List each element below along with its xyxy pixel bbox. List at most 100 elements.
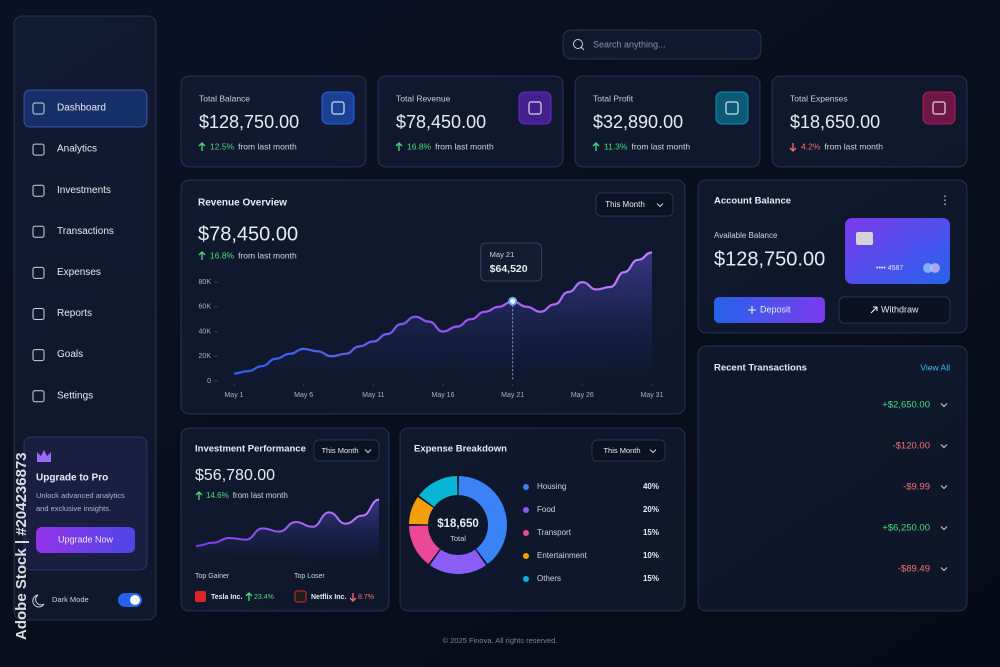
upgrade-button-label: Upgrade Now xyxy=(58,534,114,544)
nav-item[interactable]: Settings xyxy=(57,390,93,401)
tooltip-point xyxy=(508,296,518,306)
withdraw-button[interactable] xyxy=(838,296,951,324)
chevron xyxy=(656,203,664,208)
legend-label: Housing xyxy=(537,482,566,491)
investment-area xyxy=(196,499,379,562)
card-number: •••• 4587 xyxy=(876,265,903,272)
stat-icon-glyph xyxy=(932,101,946,115)
stat-note: from last month xyxy=(435,141,494,151)
stat-icon xyxy=(922,91,956,125)
nav-icon xyxy=(32,308,45,320)
stat-label: Total Balance xyxy=(199,93,250,103)
stat-icon xyxy=(715,91,749,125)
investment-panel xyxy=(180,427,390,612)
arrow-up xyxy=(195,491,203,500)
chevron xyxy=(649,449,657,454)
stat-value: $78,450.00 xyxy=(396,112,486,132)
netflix-logo xyxy=(294,590,307,603)
search-icon xyxy=(573,39,583,49)
stat-icon-glyph xyxy=(725,101,739,115)
x-tick-label: May 31 xyxy=(641,392,664,399)
transaction-amount: +$6,250.00 xyxy=(882,523,930,534)
nav-item[interactable]: Expenses xyxy=(57,267,101,278)
search-placeholder: Search anything... xyxy=(593,39,666,49)
chevron xyxy=(364,449,372,454)
x-tick-label: May 21 xyxy=(501,392,524,399)
upgrade-button[interactable] xyxy=(36,527,135,553)
legend-label: Entertainment xyxy=(537,551,588,560)
period-dropdown[interactable] xyxy=(591,439,666,462)
panel-title: Expense Breakdown xyxy=(414,444,507,455)
stat-note: from last month xyxy=(631,141,690,151)
investment-value: $56,780.00 xyxy=(195,467,275,484)
footer: © 2025 Finova. All rights reserved. xyxy=(443,636,558,645)
stat-card xyxy=(574,75,761,168)
stat-value: $32,890.00 xyxy=(593,112,683,132)
nav-item[interactable]: Analytics xyxy=(57,144,97,155)
stat-change: 16.8% xyxy=(407,141,432,151)
investment-line xyxy=(195,498,380,547)
x-tick-label: May 16 xyxy=(432,392,455,399)
chevron xyxy=(940,403,948,408)
legend-dot xyxy=(523,507,529,513)
legend-label: Others xyxy=(537,574,561,583)
arrow-up xyxy=(198,142,206,151)
revenue-change: 16.8% xyxy=(210,250,235,260)
plus-icon xyxy=(748,306,756,314)
search-box[interactable] xyxy=(562,29,762,60)
top-loser-name: Netflix Inc. xyxy=(311,594,346,601)
period-dropdown[interactable] xyxy=(313,439,380,462)
y-tick-label: 0 xyxy=(207,378,211,385)
legend-value: 10% xyxy=(643,551,659,560)
donut-total: $18,650 xyxy=(437,518,479,530)
account-value: $128,750.00 xyxy=(714,248,825,270)
investment-change: 14.6% xyxy=(206,491,229,500)
stat-value: $18,650.00 xyxy=(790,112,880,132)
nav-item[interactable]: Investments xyxy=(57,185,111,196)
stat-card xyxy=(377,75,564,168)
nav-icon xyxy=(32,225,45,238)
deposit-label[interactable]: Deposit xyxy=(760,304,791,314)
toggle-knob xyxy=(130,595,140,605)
x-tick-label: May 26 xyxy=(571,392,594,399)
stat-change: 11.3% xyxy=(604,141,628,151)
upgrade-text: Unlock advanced analytics xyxy=(36,491,125,500)
panel-title: Account Balance xyxy=(714,196,791,207)
legend-dot xyxy=(523,484,529,490)
tooltip xyxy=(480,242,543,282)
transaction-amount: -$89.49 xyxy=(898,564,930,575)
donut-segment xyxy=(409,496,434,525)
legend-value: 20% xyxy=(643,505,659,514)
withdraw-label[interactable]: Withdraw xyxy=(881,304,919,314)
stat-icon-glyph xyxy=(528,101,542,115)
stat-note: from last month xyxy=(238,141,297,151)
stat-card xyxy=(771,75,968,168)
period-dropdown[interactable] xyxy=(595,192,674,217)
stat-note: from last month xyxy=(824,141,883,151)
arrow-down xyxy=(349,593,357,602)
legend-value: 40% xyxy=(643,482,659,491)
arrow-up xyxy=(592,142,600,151)
chevron xyxy=(940,567,948,572)
tooltip-value: $64,520 xyxy=(490,263,528,275)
deposit-button[interactable] xyxy=(714,297,825,323)
donut-segment xyxy=(429,549,487,574)
investment-note: from last month xyxy=(233,491,288,500)
period-label: This Month xyxy=(605,200,645,209)
nav-item[interactable]: Goals xyxy=(57,349,83,360)
more-icon[interactable]: ⋮ xyxy=(939,193,951,207)
transaction-amount: +$2,650.00 xyxy=(882,400,930,411)
view-all[interactable]: View All xyxy=(920,362,950,372)
panel-title: Recent Transactions xyxy=(714,363,807,374)
panel-title: Revenue Overview xyxy=(198,198,287,209)
tooltip-date: May 21 xyxy=(490,250,515,259)
revenue-area xyxy=(234,252,652,381)
transactions-panel xyxy=(697,345,968,612)
stat-label: Total Revenue xyxy=(396,93,451,103)
nav-item[interactable]: Dashboard xyxy=(57,103,106,114)
nav-item[interactable]: Transactions xyxy=(57,226,114,237)
nav-item[interactable]: Reports xyxy=(57,308,92,319)
y-tick-label: 20K xyxy=(199,353,212,360)
x-tick-label: May 6 xyxy=(294,392,313,399)
nav-active xyxy=(23,89,148,128)
